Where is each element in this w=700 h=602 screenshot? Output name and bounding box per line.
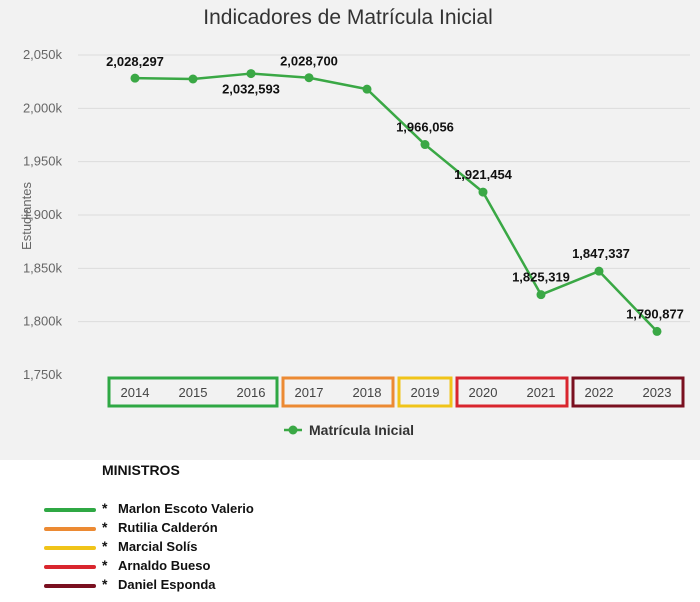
data-label: 1,921,454 [454,167,513,182]
x-tick-label: 2014 [121,385,150,400]
data-label: 1,847,337 [572,246,630,261]
data-label: 1,966,056 [396,120,454,135]
minister-color-swatch [44,508,96,512]
ministers-title: MINISTROS [102,462,180,478]
legend-label: Matrícula Inicial [309,422,414,438]
year-group-box [107,376,279,408]
y-tick-label: 1,750k [23,367,63,382]
y-axis-label: Estudiantes [19,182,34,250]
data-point [652,326,662,336]
minister-name: Marlon Escoto Valerio [118,501,254,516]
year-group-box [281,376,395,408]
x-tick-label: 2020 [469,385,498,400]
year-group-box [397,376,453,408]
series-points [130,69,662,336]
y-tick-label: 2,000k [23,100,63,115]
ministers-legend: MINISTROS * Marlon Escoto Valerio * Ruti… [0,460,700,602]
y-tick-label: 1,850k [23,260,63,275]
minister-row: * Rutilia Calderón [44,519,344,539]
series-line [134,72,658,333]
y-axis-ticks: 2,050k 2,000k 1,950k 1,900k 1,850k 1,800k 1,75… [23,47,63,382]
minister-bullet: * [102,576,108,592]
minister-row: * Daniel Esponda [44,576,344,596]
x-tick-label: 2019 [411,385,440,400]
legend[interactable]: Matrícula Inicial [284,422,414,438]
x-tick-label: 2015 [179,385,208,400]
minister-name: Daniel Esponda [118,577,216,592]
x-tick-label: 2016 [237,385,266,400]
minister-bullet: * [102,538,108,554]
y-tick-label: 1,900k [23,207,63,222]
data-point [536,290,546,300]
year-group-box [571,376,685,408]
y-tick-label: 1,950k [23,154,63,169]
data-point [304,73,314,83]
year-group-box [455,376,569,408]
chart-panel [0,0,700,460]
x-tick-label: 2023 [643,385,672,400]
data-label: 2,028,700 [280,54,338,69]
chart-title: Indicadores de Matrícula Inicial [203,6,492,29]
x-tick-label: 2017 [295,385,324,400]
minister-bullet: * [102,519,108,535]
y-tick-label: 1,800k [23,314,63,329]
x-tick-label: 2018 [353,385,382,400]
data-label: 2,032,593 [222,82,280,97]
x-tick-label: 2021 [527,385,556,400]
line-chart: Indicadores de Matrícula Inicial 2,050k2… [19,6,690,438]
minister-color-swatch [44,584,96,588]
minister-name: Rutilia Calderón [118,520,218,535]
minister-bullet: * [102,557,108,573]
data-point [246,69,256,79]
minister-color-swatch [44,546,96,550]
data-point [188,74,198,84]
grid-lines [78,54,690,323]
legend-point-marker [288,425,298,435]
data-point [594,266,604,276]
data-label: 2,028,297 [106,54,164,69]
minister-name: Marcial Solís [118,539,198,554]
x-axis-year-groups: 2014 2015 2016 2017 2018 2019 2020 2021 2022 2023 [107,376,685,408]
minister-name: Arnaldo Bueso [118,558,211,573]
data-point [420,140,430,150]
data-point [362,84,372,94]
data-label: 1,790,877 [626,306,684,321]
minister-row: * Marlon Escoto Valerio [44,500,344,520]
minister-color-swatch [44,527,96,531]
minister-row: * Marcial Solís [44,538,344,558]
minister-bullet: * [102,500,108,516]
series-line-layer [134,72,658,333]
data-point [130,73,140,83]
y-tick-label: 2,050k [23,47,63,62]
data-point [478,187,488,197]
minister-row: * Arnaldo Bueso [44,557,344,577]
x-tick-label: 2022 [585,385,614,400]
minister-color-swatch [44,565,96,569]
data-label: 1,825,319 [512,270,570,285]
